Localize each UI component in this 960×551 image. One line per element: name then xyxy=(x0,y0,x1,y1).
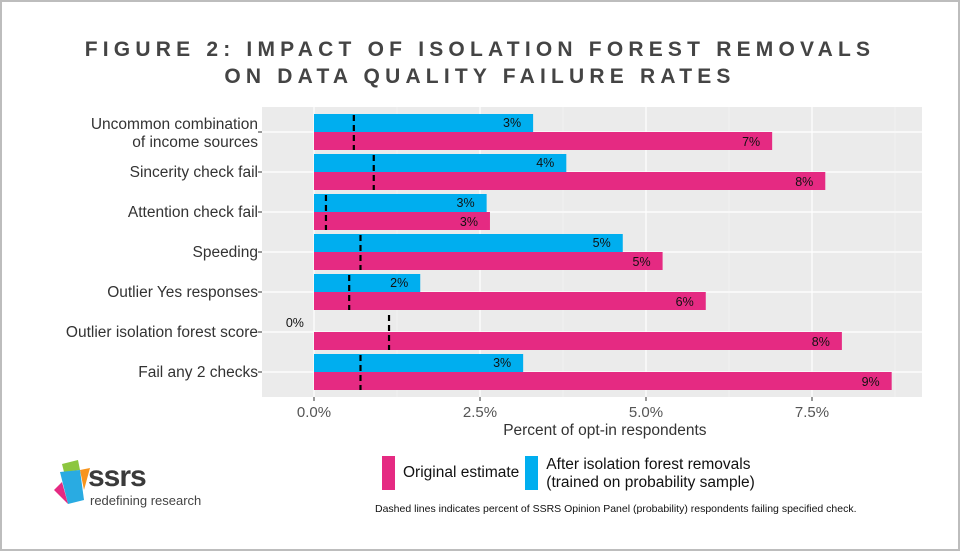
data-label-after: 3% xyxy=(493,356,511,370)
data-label-after: 2% xyxy=(390,276,408,290)
data-label-original: 9% xyxy=(862,375,880,389)
data-label-after: 0% xyxy=(286,316,304,330)
x-axis-title: Percent of opt-in respondents xyxy=(503,422,707,439)
x-tick-label: 0.0% xyxy=(297,404,331,421)
data-label-after: 5% xyxy=(593,236,611,250)
legend-label-original: Original estimate xyxy=(403,464,520,481)
logo-wordmark: ssrs xyxy=(88,460,147,493)
legend: Original estimate After isolation forest… xyxy=(382,456,755,492)
data-label-original: 5% xyxy=(633,255,651,269)
bar-original xyxy=(314,252,663,270)
footnote: Dashed lines indicates percent of SSRS O… xyxy=(375,503,857,515)
bar-after xyxy=(314,194,487,212)
x-tick-label: 2.5% xyxy=(463,404,497,421)
category-label: Sincerity check fail xyxy=(130,164,258,181)
bar-original xyxy=(314,212,490,230)
data-label-original: 8% xyxy=(795,175,813,189)
ssrs-logo-icon xyxy=(54,460,90,504)
title-line-2: ON DATA QUALITY FAILURE RATES xyxy=(224,65,736,88)
bar-original xyxy=(314,332,842,350)
legend-label-after: After isolation forest removals (trained… xyxy=(546,456,755,492)
category-label: Uncommon combination of income sources xyxy=(91,116,258,151)
legend-after-line-2: (trained on probability sample) xyxy=(546,474,755,491)
data-label-original: 3% xyxy=(460,215,478,229)
x-tick-label: 7.5% xyxy=(795,404,829,421)
data-label-after: 3% xyxy=(457,196,475,210)
title-line-1: FIGURE 2: IMPACT OF ISOLATION FOREST REM… xyxy=(84,38,876,61)
data-label-original: 6% xyxy=(676,295,694,309)
legend-swatch-original xyxy=(382,456,395,490)
data-label-after: 4% xyxy=(536,156,554,170)
category-label: Fail any 2 checks xyxy=(138,364,258,381)
logo-tagline: redefining research xyxy=(90,493,202,508)
bar-after xyxy=(314,234,623,252)
bar-after xyxy=(314,274,421,292)
data-label-original: 8% xyxy=(812,335,830,349)
category-label: Outlier isolation forest score xyxy=(66,324,258,341)
legend-after-line-1: After isolation forest removals xyxy=(546,456,751,473)
x-tick-label: 5.0% xyxy=(629,404,663,421)
bar-after xyxy=(314,354,524,372)
bar-original xyxy=(314,372,892,390)
category-label: Attention check fail xyxy=(128,204,258,221)
bar-after xyxy=(314,154,567,172)
category-label: Speeding xyxy=(192,244,258,261)
data-label-after: 3% xyxy=(503,116,521,130)
legend-swatch-after xyxy=(525,456,539,490)
data-label-original: 7% xyxy=(742,135,760,149)
bar-original xyxy=(314,292,706,310)
bar-after xyxy=(314,114,534,132)
chart-title: FIGURE 2: IMPACT OF ISOLATION FOREST REM… xyxy=(0,36,960,90)
category-label: Outlier Yes responses xyxy=(107,284,258,301)
bar-original xyxy=(314,132,773,150)
bar-original xyxy=(314,172,826,190)
